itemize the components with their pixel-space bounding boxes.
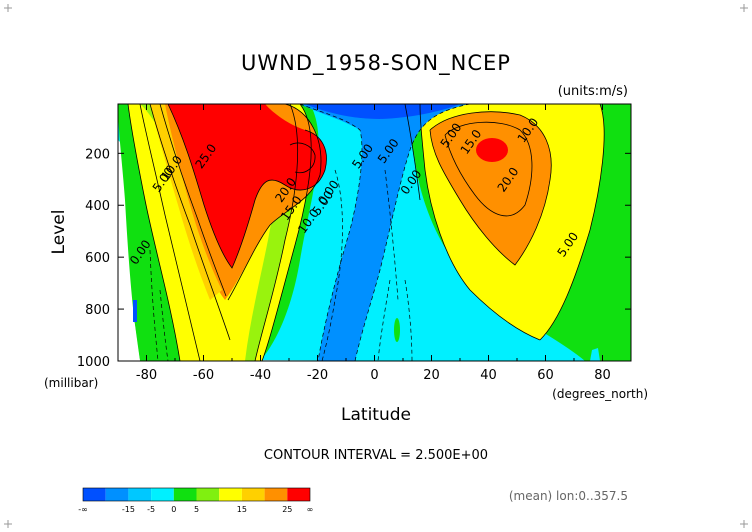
y-axis: 200 400 600 800 1000 xyxy=(77,147,631,370)
colorbar-label: 0 xyxy=(171,505,176,514)
units-label: (units:m/s) xyxy=(558,84,628,99)
footer-note: (mean) lon:0..357.5 xyxy=(509,489,628,503)
x-tick-label: 60 xyxy=(537,368,554,383)
x-units-label: (degrees_north) xyxy=(552,387,648,401)
colorbar-swatch xyxy=(219,488,242,501)
colorbar-label: -15 xyxy=(122,505,135,514)
colorbar-label: -∞ xyxy=(78,505,88,514)
contour-plot xyxy=(118,104,631,361)
colorbar-label: 5 xyxy=(194,505,199,514)
x-tick-label: -20 xyxy=(307,368,328,383)
colorbar-swatch xyxy=(196,488,220,501)
colorbar-label: 15 xyxy=(237,505,247,514)
colorbar: -∞ -15 -5 0 5 15 25 ∞ xyxy=(78,487,314,514)
contour-interval: CONTOUR INTERVAL = 2.500E+00 xyxy=(264,448,488,463)
colorbar-frame xyxy=(82,487,311,502)
y-tick-label: 200 xyxy=(85,147,110,162)
x-tick-label: -40 xyxy=(250,368,271,383)
x-tick-label: -80 xyxy=(136,368,157,383)
y-units-label: (millibar) xyxy=(44,376,98,390)
x-tick-label: 0 xyxy=(370,368,378,383)
colorbar-swatch xyxy=(83,488,106,501)
y-tick-label: 800 xyxy=(85,303,110,318)
x-axis-label: Latitude xyxy=(341,405,411,425)
crop-marks xyxy=(4,4,748,528)
colorbar-swatch xyxy=(173,488,197,501)
colorbar-label: -5 xyxy=(147,505,155,514)
colorbar-swatch xyxy=(128,488,152,501)
colorbar-label: ∞ xyxy=(307,505,314,514)
y-axis-label: Level xyxy=(49,210,69,255)
colorbar-swatch xyxy=(264,488,288,501)
x-tick-label: 20 xyxy=(423,368,440,383)
x-tick-label: 80 xyxy=(594,368,611,383)
colorbar-swatch xyxy=(105,488,129,501)
chart-title: UWND_1958-SON_NCEP xyxy=(241,51,511,76)
y-tick-label: 600 xyxy=(85,251,110,266)
colorbar-swatch xyxy=(287,488,310,501)
x-tick-label: 40 xyxy=(480,368,497,383)
colorbar-swatch xyxy=(151,488,174,501)
colorbar-swatch xyxy=(241,488,265,501)
x-tick-label: -60 xyxy=(193,368,214,383)
x-axis: -80 -60 -40 -20 0 20 40 60 80 xyxy=(117,104,632,383)
y-tick-label: 400 xyxy=(85,199,110,214)
colorbar-label: 25 xyxy=(282,505,292,514)
y-tick-label: 1000 xyxy=(77,355,110,370)
